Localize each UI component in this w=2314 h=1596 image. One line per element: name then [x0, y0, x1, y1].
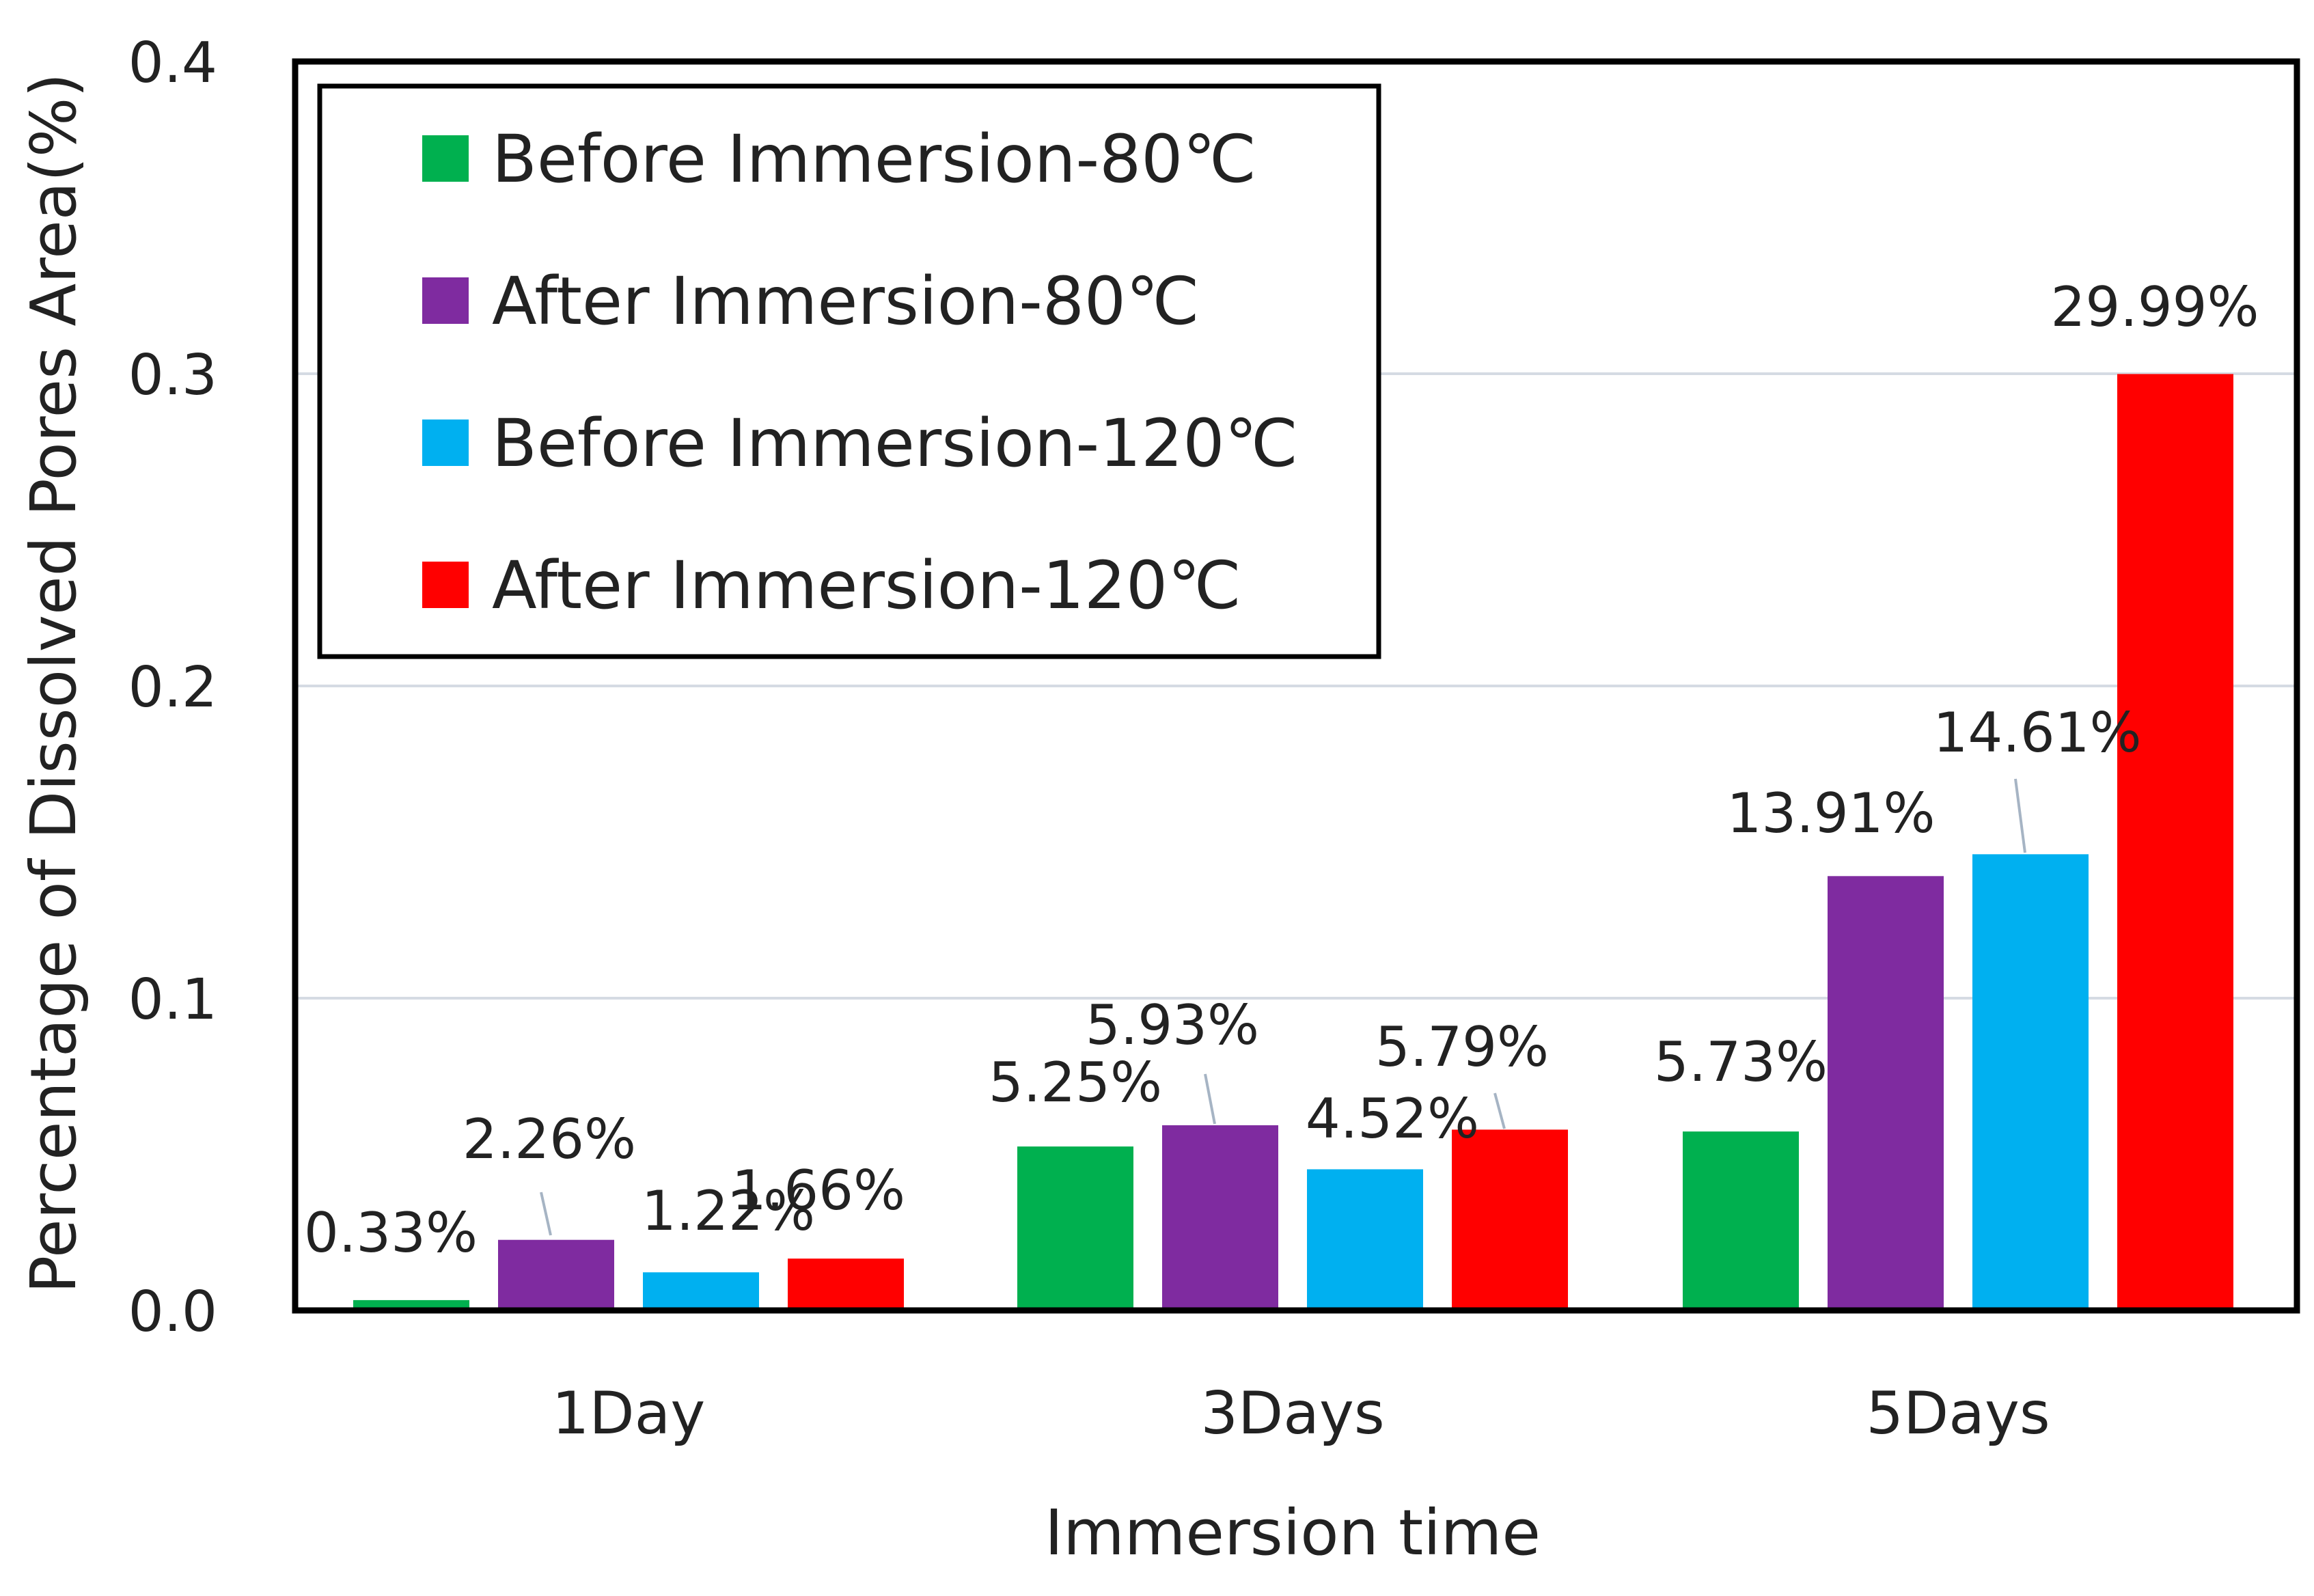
legend-box	[317, 83, 1381, 659]
legend-label: After Immersion-80℃	[492, 263, 1200, 340]
legend-label: Before Immersion-120℃	[492, 405, 1298, 482]
legend-swatch	[422, 135, 469, 182]
bar	[1828, 876, 1944, 1310]
y-axis-ticks: 0.0 0.1 0.2 0.3 0.4	[128, 31, 217, 1345]
label-leader-line	[540, 1192, 552, 1236]
legend-label: Before Immersion-80℃	[492, 121, 1256, 197]
y-tick-label: 0.2	[128, 655, 217, 720]
data-label: 4.52%	[1306, 1087, 1479, 1151]
data-label: 29.99%	[2050, 275, 2259, 339]
legend-label: After Immersion-120℃	[492, 547, 1241, 624]
label-leader-line	[1493, 1092, 1506, 1129]
label-leader-lines	[540, 778, 2026, 1236]
data-label: 1.66%	[732, 1159, 905, 1222]
bar	[1683, 1131, 1799, 1310]
bar	[643, 1272, 759, 1310]
bar	[1162, 1125, 1278, 1310]
bar	[2117, 374, 2233, 1310]
data-label: 5.73%	[1654, 1030, 1828, 1094]
bar	[1017, 1146, 1133, 1310]
y-axis-title: Percentage of Dissolved Pores Area(%)	[17, 73, 90, 1294]
bar	[1452, 1129, 1568, 1310]
y-tick-label: 0.0	[128, 1280, 217, 1345]
y-tick-label: 0.4	[128, 31, 217, 96]
bars	[353, 374, 2233, 1310]
data-labels: 0.33% 5.25% 5.73% 2.26% 5.93% 13.91% 1.22% 4.52…	[304, 275, 2259, 1265]
x-tick-label: 1Day	[552, 1379, 706, 1448]
x-tick-label: 5Days	[1866, 1379, 2050, 1448]
data-label: 1.22%	[642, 1179, 815, 1243]
legend: Before Immersion-80℃ After Immersion-80℃ B…	[317, 83, 1381, 659]
bar	[1307, 1169, 1423, 1310]
bar	[788, 1258, 904, 1310]
y-tick-label: 0.1	[128, 967, 217, 1032]
legend-swatch	[422, 277, 469, 324]
legend-swatch	[422, 562, 469, 608]
plot-area-frame	[292, 58, 2300, 1314]
label-leader-line	[1204, 1073, 1216, 1125]
data-label: 0.33%	[304, 1201, 478, 1265]
bar	[1972, 854, 2089, 1310]
label-leader-line	[2014, 778, 2026, 853]
legend-swatch	[422, 419, 469, 466]
data-label: 5.93%	[1086, 993, 1259, 1057]
data-label: 5.79%	[1375, 1015, 1549, 1079]
data-label: 5.25%	[989, 1051, 1162, 1114]
x-axis-ticks: 1Day 3Days 5Days	[552, 1379, 2050, 1448]
bar	[498, 1239, 614, 1310]
x-axis-title: Immersion time	[1045, 1496, 1541, 1569]
data-label: 13.91%	[1726, 782, 1935, 845]
data-label: 2.26%	[463, 1107, 636, 1171]
x-tick-label: 3Days	[1200, 1379, 1384, 1448]
data-label: 14.61%	[1933, 701, 2141, 765]
y-tick-label: 0.3	[128, 343, 217, 408]
